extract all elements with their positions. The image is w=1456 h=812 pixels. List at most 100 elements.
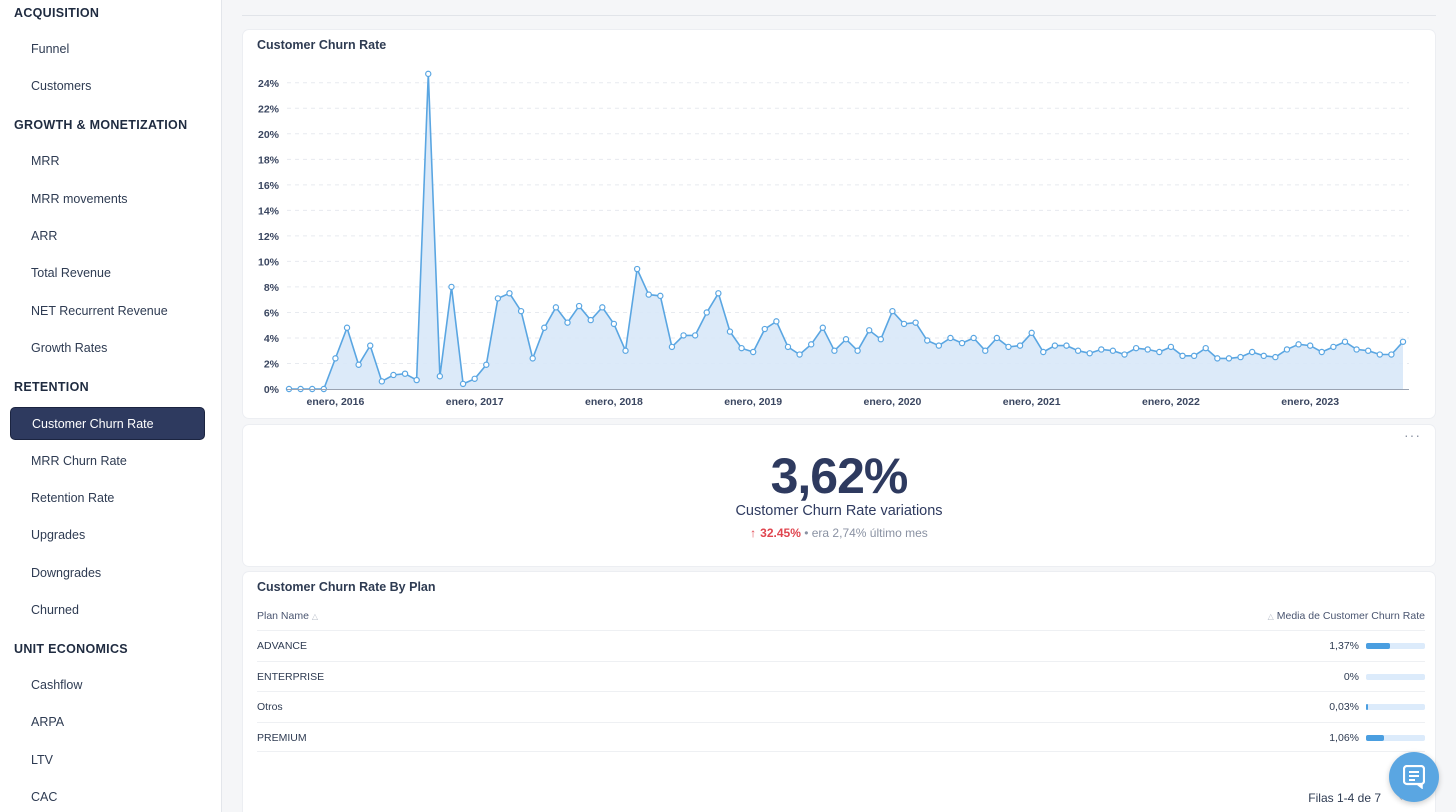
data-point[interactable] bbox=[912, 319, 919, 326]
data-point[interactable] bbox=[1353, 346, 1360, 353]
data-point[interactable] bbox=[807, 341, 815, 348]
data-point[interactable] bbox=[1225, 355, 1233, 362]
data-point[interactable] bbox=[390, 371, 397, 379]
data-point[interactable] bbox=[529, 355, 536, 362]
data-point[interactable] bbox=[738, 344, 745, 352]
data-point[interactable] bbox=[1109, 347, 1117, 354]
data-point[interactable] bbox=[680, 332, 687, 339]
data-point[interactable] bbox=[900, 320, 908, 328]
data-point[interactable] bbox=[517, 307, 525, 315]
data-point[interactable] bbox=[703, 309, 710, 316]
data-point[interactable] bbox=[1190, 352, 1198, 360]
data-point[interactable] bbox=[1086, 350, 1093, 357]
sidebar-item-cashflow[interactable]: Cashflow bbox=[31, 678, 83, 692]
data-point[interactable] bbox=[668, 343, 676, 351]
more-options-icon[interactable]: ··· bbox=[1404, 427, 1421, 443]
data-point[interactable] bbox=[541, 324, 548, 331]
sidebar-item-cac[interactable]: CAC bbox=[31, 790, 58, 804]
data-point[interactable] bbox=[483, 361, 490, 368]
data-point[interactable] bbox=[1237, 353, 1244, 361]
data-point[interactable] bbox=[355, 361, 362, 368]
sidebar-item-upgrades[interactable]: Upgrades bbox=[31, 528, 86, 542]
data-point[interactable] bbox=[831, 347, 838, 354]
sidebar-item-mrr[interactable]: MRR bbox=[31, 154, 60, 168]
sidebar-item-total-revenue[interactable]: Total Revenue bbox=[31, 266, 111, 280]
data-point[interactable] bbox=[587, 316, 594, 324]
sidebar-item-net-recurrent-revenue[interactable]: NET Recurrent Revenue bbox=[31, 304, 168, 318]
data-point[interactable] bbox=[796, 351, 803, 358]
column-header-churn-rate[interactable]: △ Media de Customer Churn Rate bbox=[1268, 610, 1425, 622]
sidebar-item-mrr-movements[interactable]: MRR movements bbox=[31, 192, 128, 206]
data-point[interactable] bbox=[1121, 351, 1128, 358]
data-point[interactable] bbox=[1364, 347, 1372, 354]
data-point[interactable] bbox=[1132, 344, 1140, 352]
sidebar-item-growth-rates[interactable]: Growth Rates bbox=[31, 341, 108, 355]
data-point[interactable] bbox=[1028, 329, 1035, 337]
data-point[interactable] bbox=[1341, 338, 1349, 345]
sidebar-item-arpa[interactable]: ARPA bbox=[31, 715, 65, 729]
data-point[interactable] bbox=[1260, 352, 1267, 360]
data-point[interactable] bbox=[1214, 355, 1221, 362]
data-point[interactable] bbox=[471, 375, 478, 382]
data-point[interactable] bbox=[413, 376, 420, 384]
data-point[interactable] bbox=[1051, 342, 1059, 349]
data-point[interactable] bbox=[564, 319, 571, 326]
data-point[interactable] bbox=[401, 370, 409, 377]
data-point[interactable] bbox=[784, 343, 792, 351]
data-point[interactable] bbox=[436, 373, 444, 380]
data-point[interactable] bbox=[575, 302, 583, 310]
data-point[interactable] bbox=[1272, 353, 1279, 361]
sidebar-item-arr[interactable]: ARR bbox=[31, 229, 58, 243]
data-point[interactable] bbox=[1330, 343, 1337, 351]
data-point[interactable] bbox=[749, 348, 757, 356]
data-point[interactable] bbox=[633, 265, 641, 273]
data-point[interactable] bbox=[506, 290, 513, 297]
sidebar-item-mrr-churn-rate[interactable]: MRR Churn Rate bbox=[31, 454, 127, 468]
data-point[interactable] bbox=[854, 347, 861, 354]
data-point[interactable] bbox=[947, 334, 954, 342]
data-point[interactable] bbox=[715, 290, 722, 297]
column-header-plan-name[interactable]: Plan Name △ bbox=[257, 610, 318, 622]
data-point[interactable] bbox=[1295, 341, 1302, 348]
data-point[interactable] bbox=[1167, 343, 1175, 351]
data-point[interactable] bbox=[343, 324, 351, 331]
data-point[interactable] bbox=[691, 332, 699, 339]
data-point[interactable] bbox=[866, 327, 873, 334]
data-point[interactable] bbox=[1074, 347, 1082, 354]
data-point[interactable] bbox=[935, 342, 943, 349]
data-point[interactable] bbox=[958, 339, 966, 347]
sidebar-item-customer-churn-rate[interactable]: Customer Churn Rate bbox=[10, 407, 205, 440]
data-point[interactable] bbox=[761, 325, 768, 333]
data-point[interactable] bbox=[993, 334, 1001, 342]
data-point[interactable] bbox=[494, 295, 502, 302]
data-point[interactable] bbox=[842, 336, 850, 343]
data-point[interactable] bbox=[1179, 352, 1186, 360]
data-point[interactable] bbox=[610, 320, 618, 328]
data-point[interactable] bbox=[1306, 342, 1314, 349]
data-point[interactable] bbox=[1156, 348, 1163, 356]
chat-bubble-button[interactable] bbox=[1389, 752, 1439, 802]
data-point[interactable] bbox=[1388, 351, 1395, 358]
data-point[interactable] bbox=[622, 347, 629, 354]
sidebar-item-ltv[interactable]: LTV bbox=[31, 753, 53, 767]
data-point[interactable] bbox=[657, 292, 664, 300]
data-point[interactable] bbox=[1283, 346, 1291, 353]
data-point[interactable] bbox=[459, 380, 467, 388]
data-point[interactable] bbox=[970, 334, 977, 342]
data-point[interactable] bbox=[877, 336, 885, 343]
data-point[interactable] bbox=[378, 378, 386, 385]
data-point[interactable] bbox=[367, 342, 374, 349]
data-point[interactable] bbox=[773, 318, 780, 325]
data-point[interactable] bbox=[1040, 348, 1047, 356]
data-point[interactable] bbox=[924, 337, 931, 344]
sidebar-item-churned[interactable]: Churned bbox=[31, 603, 79, 617]
data-point[interactable] bbox=[1063, 342, 1070, 349]
data-point[interactable] bbox=[599, 304, 606, 311]
data-point[interactable] bbox=[1016, 342, 1024, 349]
sidebar-item-funnel[interactable]: Funnel bbox=[31, 42, 70, 56]
data-point[interactable] bbox=[819, 324, 826, 331]
data-point[interactable] bbox=[645, 291, 652, 298]
data-point[interactable] bbox=[1399, 338, 1407, 345]
sidebar-item-customers[interactable]: Customers bbox=[31, 79, 92, 93]
data-point[interactable] bbox=[1318, 348, 1325, 356]
